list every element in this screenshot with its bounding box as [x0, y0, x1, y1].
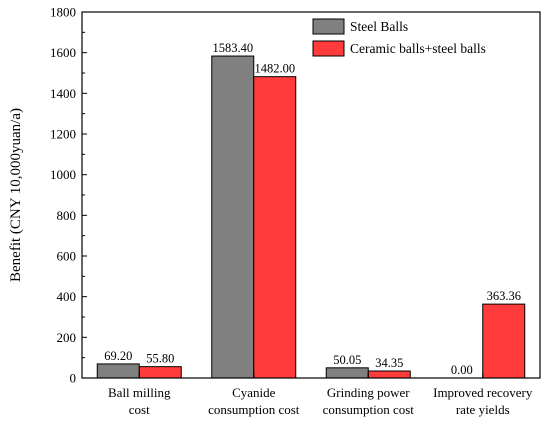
x-tick-label: Improved recovery rate yields [433, 385, 533, 417]
data-label: 0.00 [451, 363, 473, 377]
bar-ceramic-steel-balls [482, 303, 526, 379]
y-axis: 0 200 400 600 800 1000 1200 1400 1600 1800 [50, 5, 87, 386]
y-tick-label: 400 [57, 289, 77, 304]
data-label: 34.35 [375, 356, 403, 370]
y-tick-label: 1000 [50, 167, 76, 182]
y-tick-label: 0 [70, 371, 77, 386]
legend-swatch [312, 40, 345, 57]
plot-area-frame [81, 11, 541, 379]
bar-steel-balls [211, 55, 255, 379]
x-tick-label: Cyanide consumption cost [208, 385, 300, 417]
y-tick-label: 1400 [50, 86, 76, 101]
bar-ceramic-steel-balls [367, 370, 411, 379]
y-tick-label: 1800 [50, 5, 76, 20]
data-label: 363.36 [487, 289, 521, 303]
data-label: 1583.40 [212, 41, 253, 55]
y-tick-label: 1200 [50, 127, 76, 142]
x-tick-label: Grinding power consumption cost [323, 385, 415, 417]
bar-ceramic-steel-balls [138, 366, 182, 379]
data-label: 69.20 [104, 349, 132, 363]
data-label: 55.80 [146, 352, 174, 366]
y-tick-label: 800 [57, 208, 77, 223]
y-axis-title: Benefit (CNY 10,000yuan/a) [8, 108, 24, 282]
data-label: 1482.00 [254, 62, 295, 76]
bar-ceramic-steel-balls [253, 76, 297, 379]
y-tick-label: 600 [57, 249, 77, 264]
y-tick-label: 1600 [50, 45, 76, 60]
x-tick-label: Ball milling cost [108, 385, 171, 417]
legend-swatch [312, 18, 345, 35]
data-label: 50.05 [333, 353, 361, 367]
x-axis: Ball milling cost Cyanide consumption cost G… [108, 373, 533, 417]
legend-label: Ceramic balls+steel balls [350, 41, 486, 56]
bars-layer [96, 55, 526, 379]
bar-steel-balls [325, 367, 369, 379]
legend-label: Steel Balls [350, 19, 408, 34]
y-tick-label: 200 [57, 330, 77, 345]
bar-steel-balls [96, 363, 140, 379]
legend: Steel Balls Ceramic balls+steel balls [312, 18, 486, 57]
